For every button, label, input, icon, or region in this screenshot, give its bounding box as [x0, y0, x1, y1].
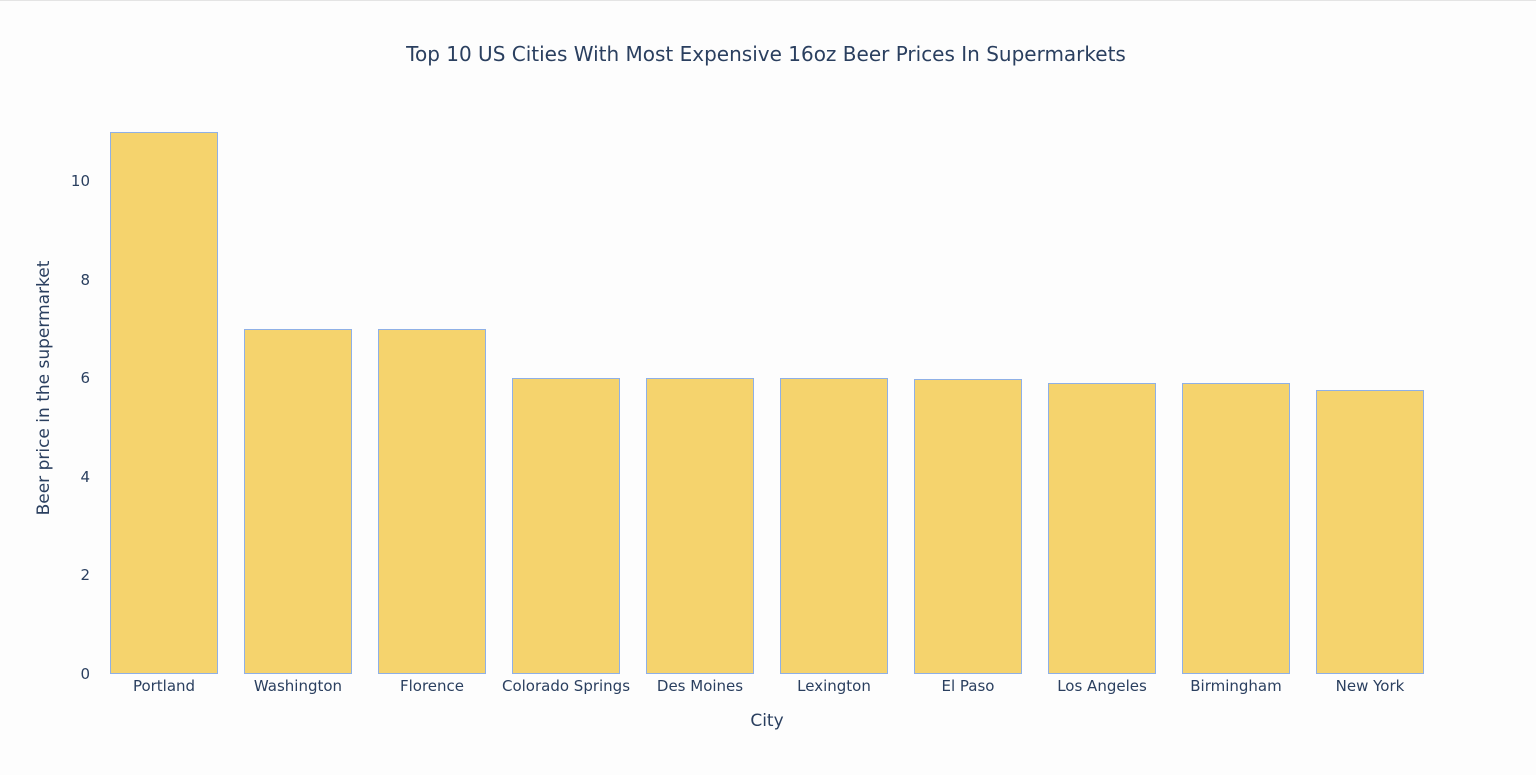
x-tick-label: Lexington — [797, 677, 871, 695]
bar-portland[interactable] — [110, 131, 218, 674]
bar-florence[interactable] — [378, 328, 486, 674]
plot-area — [97, 100, 1437, 674]
x-tick-label: Birmingham — [1190, 677, 1282, 695]
x-tick-label: Portland — [132, 677, 196, 695]
top-border — [0, 0, 1536, 1]
y-tick-label: 8 — [80, 270, 90, 289]
y-axis-label: Beer price in the supermarket — [34, 260, 54, 516]
x-tick-label: Los Angeles — [1057, 677, 1147, 695]
x-tick-label: New York — [1335, 677, 1405, 695]
bar-new-york[interactable] — [1316, 390, 1424, 674]
x-tick-label: El Paso — [941, 677, 995, 695]
y-tick-label: 4 — [80, 467, 90, 486]
y-tick-label: 2 — [80, 566, 90, 585]
y-tick-label: 6 — [80, 369, 90, 388]
bar-colorado-springs[interactable] — [512, 378, 620, 674]
bar-los-angeles[interactable] — [1048, 383, 1156, 674]
bar-lexington[interactable] — [780, 378, 888, 674]
bar-el-paso[interactable] — [914, 379, 1022, 674]
y-tick-label: 0 — [80, 665, 90, 683]
x-tick-label: Florence — [399, 677, 465, 695]
x-axis-label: City — [750, 711, 784, 731]
bar-washington[interactable] — [244, 328, 352, 674]
bar-birmingham[interactable] — [1182, 383, 1290, 674]
x-tick-label: Washington — [253, 677, 343, 695]
y-tick-label: 10 — [70, 172, 90, 190]
chart-title: Top 10 US Cities With Most Expensive 16o… — [406, 42, 1126, 66]
x-tick-label: Des Moines — [656, 677, 744, 695]
bar-des-moines[interactable] — [646, 378, 754, 674]
x-tick-label: Colorado Springs — [501, 677, 631, 695]
